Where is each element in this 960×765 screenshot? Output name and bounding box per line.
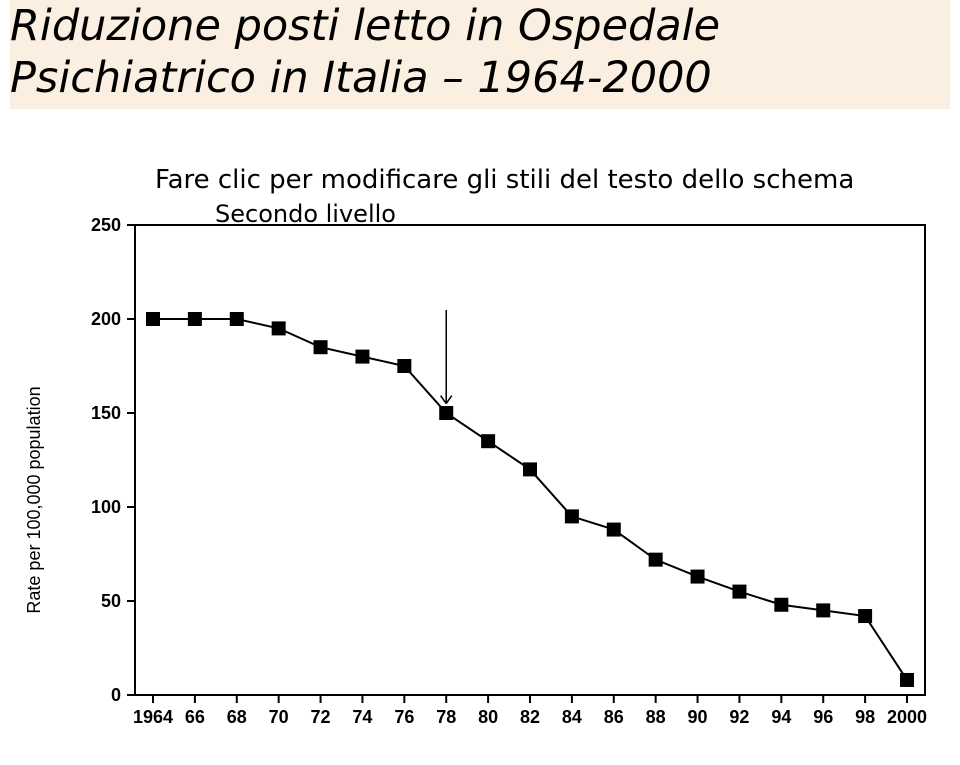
svg-text:86: 86 xyxy=(604,707,624,727)
svg-text:88: 88 xyxy=(646,707,666,727)
svg-text:92: 92 xyxy=(729,707,749,727)
svg-text:74: 74 xyxy=(352,707,372,727)
svg-text:1964: 1964 xyxy=(133,707,173,727)
svg-text:150: 150 xyxy=(91,403,121,423)
svg-text:100: 100 xyxy=(91,497,121,517)
svg-text:50: 50 xyxy=(101,591,121,611)
svg-text:80: 80 xyxy=(478,707,498,727)
svg-text:84: 84 xyxy=(562,707,582,727)
svg-text:98: 98 xyxy=(855,707,875,727)
svg-text:94: 94 xyxy=(771,707,791,727)
svg-text:72: 72 xyxy=(311,707,331,727)
svg-text:78: 78 xyxy=(436,707,456,727)
svg-text:90: 90 xyxy=(688,707,708,727)
slide: Riduzione posti letto in Ospedale Psichi… xyxy=(0,0,960,765)
svg-text:70: 70 xyxy=(269,707,289,727)
line-chart: 0 50 100 150 200 250 1964 66 68 70 72 74 76 78 80 82 84 8… xyxy=(0,0,960,765)
svg-text:76: 76 xyxy=(394,707,414,727)
svg-text:0: 0 xyxy=(111,685,121,705)
svg-text:2000: 2000 xyxy=(887,707,927,727)
svg-text:96: 96 xyxy=(813,707,833,727)
svg-text:68: 68 xyxy=(227,707,247,727)
svg-text:66: 66 xyxy=(185,707,205,727)
svg-text:82: 82 xyxy=(520,707,540,727)
svg-text:200: 200 xyxy=(91,309,121,329)
svg-text:Rate per 100,000 population: Rate per 100,000 population xyxy=(24,386,44,613)
svg-text:250: 250 xyxy=(91,215,121,235)
